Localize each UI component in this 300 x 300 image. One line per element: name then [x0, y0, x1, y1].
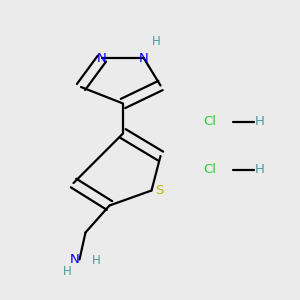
Text: Cl: Cl — [203, 163, 217, 176]
Text: H: H — [92, 254, 100, 268]
Text: N: N — [139, 52, 149, 65]
Text: N: N — [97, 52, 107, 65]
Text: H: H — [255, 115, 264, 128]
Text: S: S — [155, 184, 163, 197]
Text: H: H — [255, 163, 264, 176]
Text: H: H — [63, 265, 72, 278]
Text: Cl: Cl — [203, 115, 217, 128]
Text: H: H — [152, 35, 160, 49]
Text: N: N — [70, 253, 80, 266]
